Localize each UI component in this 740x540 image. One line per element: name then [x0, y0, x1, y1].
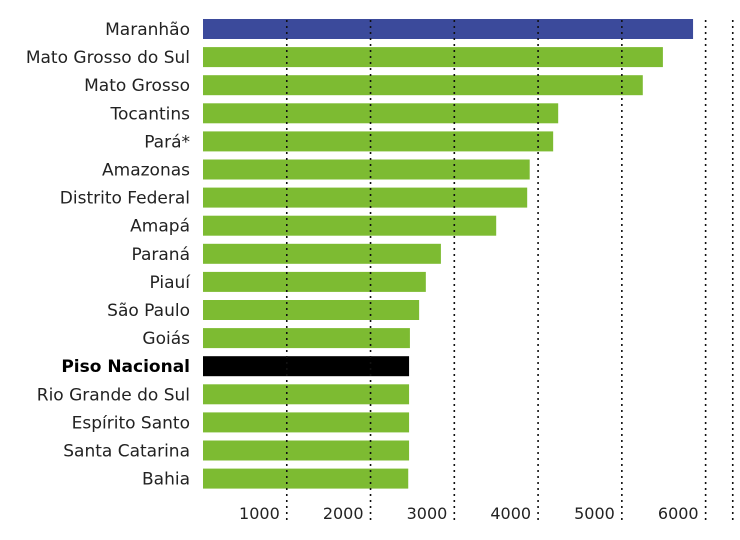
bar-piso-nacional	[203, 356, 410, 377]
bar-piaui	[203, 271, 426, 292]
bar-amapa	[203, 215, 497, 236]
category-labels-layer: Maranhão Mato Grosso do Sul Mato Grosso Toc…	[26, 20, 191, 490]
x-tick-labels-layer: 1000 2000 3000 4000 5000 6000	[239, 504, 699, 523]
x-tick-label-3000: 3000	[407, 504, 448, 523]
category-label-mato-grosso: Mato Grosso	[84, 76, 190, 96]
bar-mato-grosso	[203, 75, 643, 96]
x-tick-label-6000: 6000	[658, 504, 699, 523]
category-label-bahia: Bahia	[142, 470, 190, 490]
x-tick-label-1000: 1000	[239, 504, 280, 523]
bar-tocantins	[203, 103, 559, 124]
bar-distrito-federal	[203, 187, 528, 208]
category-label-sao-paulo: São Paulo	[107, 301, 190, 321]
bar-bahia	[203, 468, 409, 489]
category-label-maranhao: Maranhão	[105, 20, 190, 40]
category-label-para: Pará*	[144, 132, 190, 152]
category-label-tocantins: Tocantins	[110, 104, 191, 124]
bar-maranhao	[203, 19, 694, 39]
x-tick-label-4000: 4000	[490, 504, 531, 523]
category-label-goias: Goiás	[142, 329, 190, 349]
x-tick-label-2000: 2000	[323, 504, 364, 523]
bar-parana	[203, 243, 441, 264]
x-tick-label-5000: 5000	[574, 504, 615, 523]
category-label-rio-grande-do-sul: Rio Grande do Sul	[37, 385, 190, 405]
category-label-distrito-federal: Distrito Federal	[60, 189, 190, 209]
category-label-espirito-santo: Espírito Santo	[72, 413, 190, 433]
bar-santa-catarina	[203, 440, 410, 461]
bar-para	[203, 131, 554, 152]
category-label-piso-nacional: Piso Nacional	[61, 357, 190, 377]
bar-mato-grosso-do-sul	[203, 47, 663, 68]
category-label-amazonas: Amazonas	[102, 161, 190, 181]
bar-espirito-santo	[203, 412, 410, 433]
category-label-amapa: Amapá	[130, 217, 190, 237]
category-label-piaui: Piauí	[149, 273, 191, 293]
bar-rio-grande-do-sul	[203, 384, 410, 405]
bars-layer	[203, 19, 694, 489]
category-label-santa-catarina: Santa Catarina	[63, 442, 190, 462]
bar-goias	[203, 328, 410, 349]
category-label-parana: Paraná	[131, 245, 190, 265]
bar-sao-paulo	[203, 300, 420, 320]
bar-amazonas	[203, 159, 530, 180]
category-label-mato-grosso-do-sul: Mato Grosso do Sul	[26, 48, 190, 68]
